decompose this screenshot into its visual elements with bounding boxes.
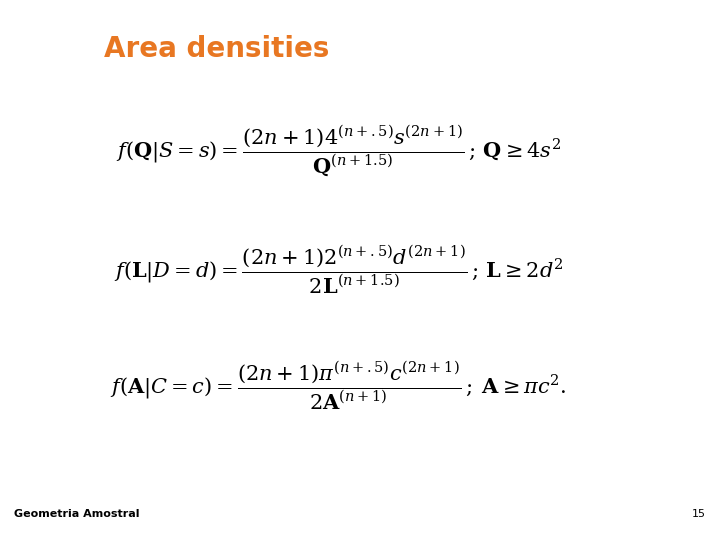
Text: Geometria Amostral: Geometria Amostral: [14, 509, 140, 519]
Text: $f(\mathbf{A}|C = c) = \dfrac{(2n+1)\pi^{(n+.5)}c^{(2n+1)}}{2\mathbf{A}^{(n+1)}}: $f(\mathbf{A}|C = c) = \dfrac{(2n+1)\pi^…: [110, 360, 567, 413]
Text: 15: 15: [692, 509, 706, 519]
Text: $f(\mathbf{Q}|S = s) = \dfrac{(2n + 1)4^{(n+.5)}s^{(2n+1)}}{\mathbf{Q}^{(n+1.5)}: $f(\mathbf{Q}|S = s) = \dfrac{(2n + 1)4^…: [116, 124, 561, 179]
Text: Area densities: Area densities: [104, 35, 330, 63]
Text: $f(\mathbf{L}|D = d) = \dfrac{(2n + 1)2^{(n+.5)}d^{(2n+1)}}{2\mathbf{L}^{(n+1.5): $f(\mathbf{L}|D = d) = \dfrac{(2n + 1)2^…: [114, 244, 563, 296]
